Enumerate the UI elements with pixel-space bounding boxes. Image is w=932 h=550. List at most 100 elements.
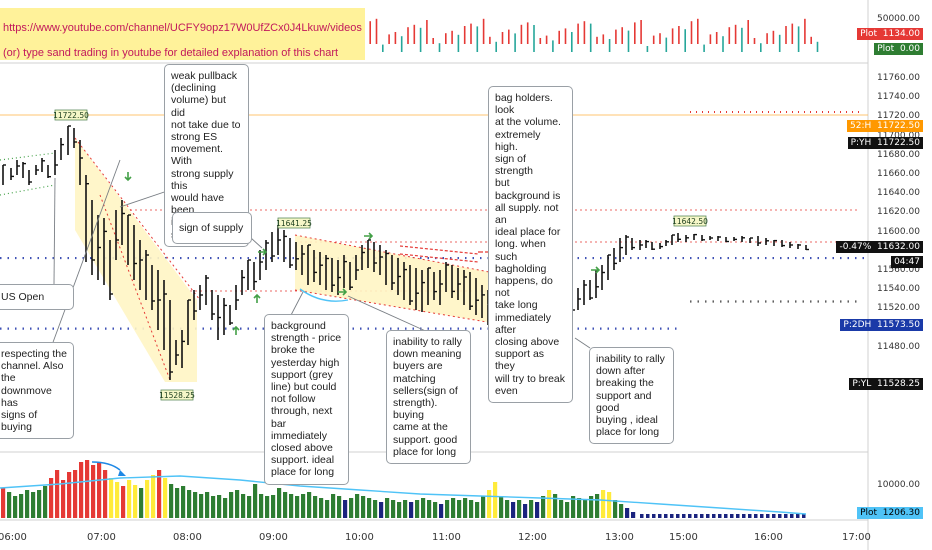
top-indicator-bar: [671, 28, 674, 44]
top-indicator-bar: [659, 33, 661, 44]
note-us-open: US Open: [0, 284, 74, 311]
plot-badge-2-value: 0.00: [899, 44, 920, 54]
volume-bar: [742, 514, 746, 518]
volume-bar: [796, 514, 800, 518]
top-indicator-bar: [489, 36, 491, 44]
volume-bar: [19, 494, 24, 518]
volume-bar: [91, 465, 96, 518]
volume-bar: [205, 492, 210, 518]
top-indicator-bar: [445, 33, 447, 44]
banner-line-2: (or) type sand trading in youtube for de…: [3, 46, 339, 59]
plot-badge-2: Plot 0.00: [874, 43, 923, 55]
volume-bar: [133, 485, 138, 518]
banner-line-1[interactable]: https://www.youtube.com/channel/UCFY9opz…: [3, 21, 362, 34]
volume-bar: [631, 512, 636, 518]
countdown-value: 04:47: [894, 257, 920, 267]
y-tick-label: 11760.00: [877, 73, 920, 83]
volume-bar: [37, 490, 42, 518]
volume-bar: [421, 498, 426, 518]
volume-bar: [403, 500, 408, 518]
volume-bar: [259, 494, 264, 518]
volume-bar: [652, 514, 656, 518]
x-tick-label: 15:00: [669, 532, 698, 543]
volume-bar: [505, 500, 510, 518]
top-indicator-bar: [646, 46, 649, 52]
countdown-badge: 04:47: [891, 256, 923, 268]
note-bag-holders: bag holders. look at the volume. extreme…: [488, 86, 573, 404]
volume-bar: [469, 500, 474, 518]
volume-bar: [433, 502, 438, 518]
volume-arrow-curve: [91, 461, 121, 471]
inner-supply-line-2: [399, 253, 479, 263]
top-indicator-bar: [394, 32, 397, 44]
top-indicator-bar: [470, 23, 472, 44]
top-indicator-bar: [400, 36, 403, 52]
level-badge-p2dh: P:2DH 11573.50: [840, 319, 923, 331]
current-price-badge: -0.47% 11632.00: [836, 241, 923, 253]
current-price: 11632.00: [877, 242, 920, 252]
volume-bar: [607, 492, 612, 518]
inner-supply-line: [399, 245, 479, 255]
note-connector: [574, 337, 591, 349]
volume-bar: [451, 498, 456, 518]
volume-bar: [307, 492, 312, 518]
volume-bar: [766, 514, 770, 518]
green-right-arrow: [258, 248, 268, 256]
channel-1-top: [74, 137, 201, 301]
volume-bar: [277, 488, 282, 518]
volume-bar: [355, 494, 360, 518]
top-indicator-bar: [451, 30, 453, 44]
green-up-arrow: [232, 325, 240, 335]
volume-bar: [43, 486, 48, 518]
level-pyl-name: P:YL: [852, 379, 872, 389]
volume-bar: [337, 496, 342, 518]
volume-bar: [700, 514, 704, 518]
note-sign-of-supply: sign of supply: [172, 212, 252, 245]
price-bars: [2, 125, 809, 380]
volume-bar: [790, 514, 794, 518]
volume-bar: [31, 492, 36, 518]
top-indicator-bar: [709, 34, 712, 44]
top-indicator-bar: [665, 37, 668, 52]
volume-plot-value: 1206.30: [882, 508, 920, 518]
volume-bar: [676, 514, 680, 518]
y-tick-label: 11620.00: [877, 207, 920, 218]
volume-bar: [523, 504, 528, 518]
top-indicator-bar: [615, 29, 617, 44]
volume-curve: [299, 288, 349, 302]
volume-bar: [7, 492, 12, 518]
top-indicator-bar: [804, 18, 806, 44]
level-pyl-value: 11528.25: [877, 379, 920, 389]
volume-bar: [361, 496, 366, 518]
top-indicator-bar: [552, 40, 554, 52]
y-tick-label: 11640.00: [877, 188, 920, 199]
volume-bar: [724, 514, 728, 518]
y-tick-label: 11540.00: [877, 284, 920, 295]
volume-bar: [325, 500, 330, 518]
top-indicator-bar: [703, 44, 705, 52]
top-indicator-bar: [407, 27, 409, 44]
x-tick-label: 16:00: [754, 532, 783, 543]
volume-bar: [463, 498, 468, 518]
volume-bar: [379, 502, 384, 518]
volume-bar: [559, 500, 564, 518]
y-tick-label: 11520.00: [877, 303, 920, 314]
volume-bar: [613, 500, 618, 518]
volume-bar: [85, 460, 90, 518]
volume-bar: [139, 488, 144, 518]
volume-bar: [241, 494, 246, 518]
volume-bar: [427, 500, 432, 518]
youtube-banner[interactable]: https://www.youtube.com/channel/UCFY9opz…: [0, 8, 365, 60]
current-change: -0.47%: [839, 242, 872, 252]
top-indicator-bar: [741, 27, 743, 52]
volume-bar: [385, 498, 390, 518]
level-p2dh-value: 11573.50: [877, 320, 920, 330]
top-indicator-bar: [457, 34, 460, 52]
volume-bar: [271, 495, 276, 518]
note-respecting-channel: respecting the channel. Also the downmov…: [0, 342, 74, 440]
top-indicator-bar: [482, 18, 485, 44]
x-tick-label: 12:00: [518, 532, 547, 543]
level-badge-pyh: P:YH 11722.50: [847, 137, 923, 149]
volume-bar: [367, 498, 372, 518]
